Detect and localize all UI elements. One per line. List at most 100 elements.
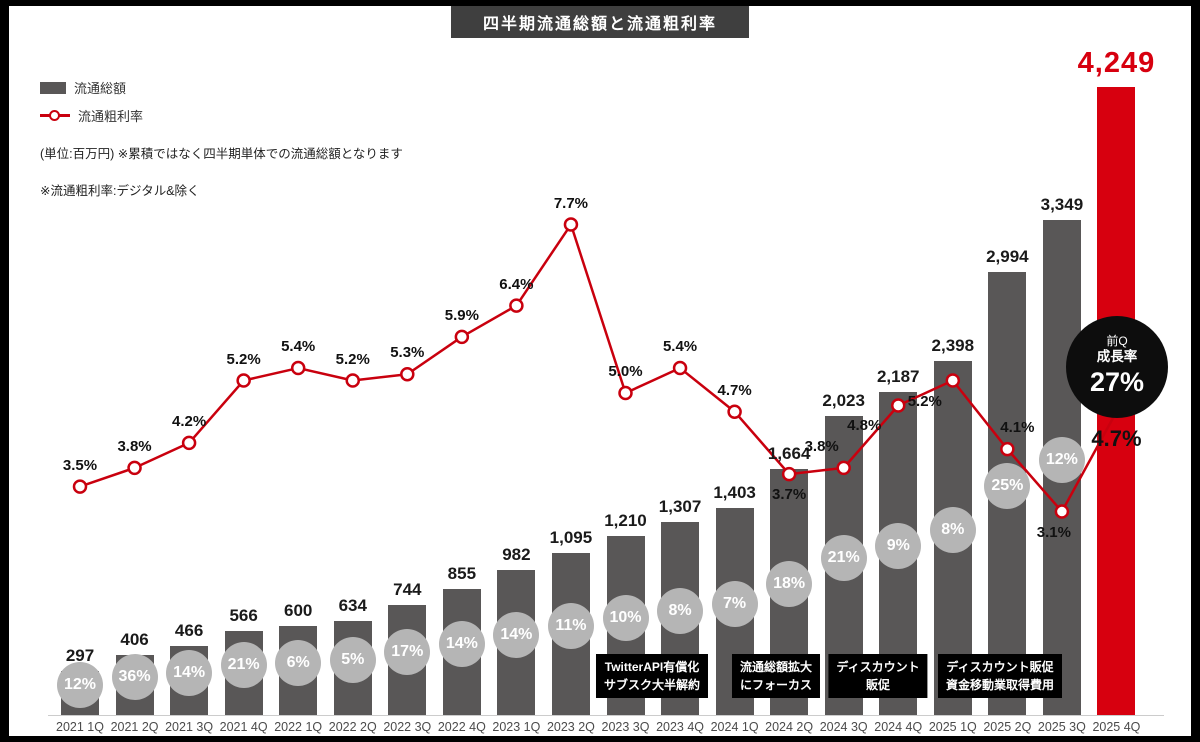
x-axis-label: 2021 1Q [56,720,104,734]
line-marker [454,329,470,345]
page-title: 四半期流通総額と流通粗利率 [450,6,750,38]
line-marker [891,398,906,413]
x-axis-label: 2021 3Q [165,720,214,734]
legend-item-margin: 流通粗利率 [40,106,403,125]
bar-value-label: 566 [229,606,258,625]
line-marker [1054,504,1070,519]
event-annotation: TwitterAPI有償化 サブスク大半解約 [595,654,709,698]
line-swatch-marker [49,110,60,121]
growth-bubble: 9% [875,522,922,569]
line-marker [563,217,579,232]
bar-value-label: 600 [284,601,313,620]
line-marker [181,435,197,451]
line-marker [127,460,142,476]
bar-value-label: 2,187 [876,367,920,386]
event-annotation-line: 販促 [865,678,891,692]
x-axis-label: 2023 2Q [546,720,595,734]
event-annotation-line: 資金移動業取得費用 [945,678,1055,692]
growth-badge: 前Q 成長率 27% [1066,316,1168,418]
growth-bubble: 36% [111,654,158,700]
event-annotation: ディスカウント 販促 [828,654,928,698]
line-marker [345,373,360,388]
pct-label: 7.7% [553,194,589,212]
bar-value-label: 855 [447,564,477,583]
growth-badge-line1: 前Q [1106,334,1128,349]
growth-bubble: 21% [820,534,867,581]
x-axis-label: 2024 1Q [710,720,759,734]
x-axis-line [48,715,1164,716]
x-axis-label: 2025 1Q [928,720,977,734]
growth-bubble: 12% [1038,436,1085,483]
line-marker [236,373,251,388]
line-marker [727,404,742,419]
event-annotation-line: ディスカウント [836,660,920,674]
pct-label: 5.9% [444,306,479,324]
growth-badge-line2: 成長率 [1096,349,1138,365]
pct-label: 3.7% [772,486,807,504]
pct-label: 5.2% [335,350,370,368]
growth-bubble: 18% [766,561,813,607]
bar-value-label: 406 [120,630,149,649]
unit-note: (単位:百万円) ※累積ではなく四半期単体での流通総額となります [40,147,403,161]
x-axis-label: 2022 4Q [437,720,486,734]
bar-value-label: 2,994 [986,247,1029,266]
x-axis-label: 2024 3Q [819,720,868,734]
pct-label: 3.8% [117,437,152,455]
bar-value-label: 982 [502,545,531,564]
growth-bubble: 14% [438,621,485,667]
line-marker [400,367,415,382]
legend: 流通総額 流通粗利率 (単位:百万円) ※累積ではなく四半期単体での流通総額とな… [40,78,403,199]
bar-value-label: 4,249 [1077,47,1156,79]
line-marker [781,466,797,482]
x-axis-label: 2023 3Q [601,720,650,734]
x-axis-label: 2023 4Q [656,720,705,734]
x-axis-label: 2025 3Q [1037,720,1086,734]
bar-swatch-icon [40,81,66,94]
bar-value-label: 297 [65,646,95,665]
bar-value-label: 1,307 [658,497,702,516]
growth-badge-value: 27% [1089,367,1145,398]
pct-label: 4.8% [847,417,882,435]
pct-label: 5.4% [281,338,316,356]
pct-label: 4.7% [1091,425,1142,451]
bar-value-label: 634 [338,596,367,615]
growth-bubble: 25% [984,462,1031,509]
x-axis-label: 2022 3Q [383,720,432,734]
line-path [79,223,1118,513]
growth-bubble: 12% [57,662,103,708]
bar-value-label: 2,398 [931,336,975,355]
x-axis-label: 2022 2Q [328,720,377,734]
bar-value-label: 1,095 [549,528,593,547]
x-axis-label: 2022 1Q [274,720,323,734]
line-marker [945,373,961,388]
growth-bubble: 8% [657,587,704,634]
event-annotation-line: 流通総額拡大 [739,660,813,674]
event-annotation-line: TwitterAPI有償化 [604,660,700,674]
bar-value-label: 1,403 [713,483,756,502]
pct-label: 5.2% [226,350,261,368]
pct-label: 6.4% [499,275,534,293]
growth-bubble: 14% [166,649,213,696]
pct-label: 3.8% [804,437,839,455]
line-marker [72,479,88,494]
event-annotation: 流通総額拡大 にフォーカス [731,654,821,698]
event-annotation-line: にフォーカス [739,678,813,692]
pct-label: 4.1% [1000,419,1035,437]
line-marker [672,360,688,376]
pct-label: 3.1% [1036,523,1071,541]
x-axis-label: 2024 4Q [874,720,923,734]
growth-bubble: 10% [602,594,649,641]
pct-label: 5.3% [390,344,425,362]
line-swatch-icon [40,109,70,122]
x-axis-label: 2021 2Q [110,720,159,734]
x-axis-label: 2025 4Q [1092,720,1141,734]
line-marker [836,460,851,476]
pct-label: 3.5% [62,456,98,474]
bar-value-label: 2,023 [822,391,865,410]
line-marker [509,298,524,313]
growth-bubble: 17% [384,629,431,675]
event-annotation-line: サブスク大半解約 [603,678,701,692]
line-marker [618,385,633,401]
margin-note: ※流通粗利率:デジタル&除く [40,184,200,198]
